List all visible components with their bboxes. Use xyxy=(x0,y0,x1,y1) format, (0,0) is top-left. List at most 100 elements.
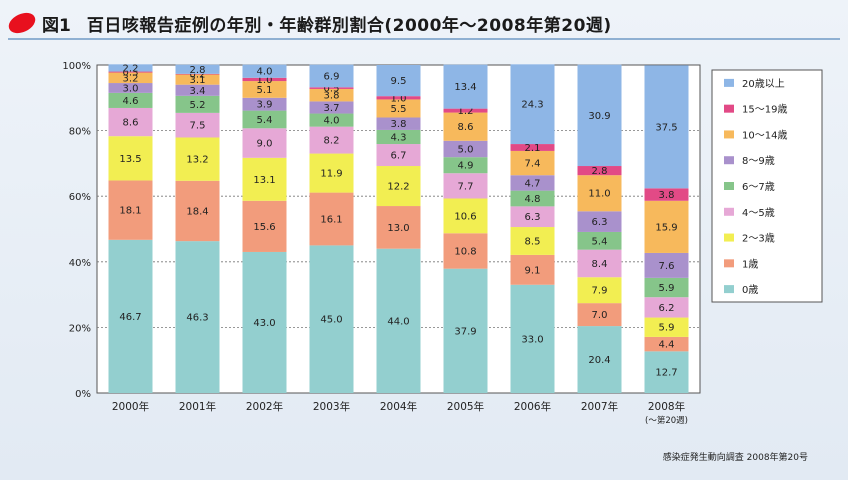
data-label: 6.2 xyxy=(659,303,675,314)
legend-swatch xyxy=(724,104,734,113)
bar-segment xyxy=(510,175,555,191)
bar-segment xyxy=(309,153,354,193)
data-label: 44.0 xyxy=(387,316,409,327)
bar-segment xyxy=(309,88,354,102)
data-label: 6.9 xyxy=(324,71,340,82)
bar-segment xyxy=(443,112,488,141)
bar-segment xyxy=(108,64,153,72)
data-label: 13.4 xyxy=(454,82,476,93)
data-label: 4.3 xyxy=(391,132,407,143)
source-note: 感染症発生動向調査 2008年第20号 xyxy=(662,453,808,463)
bar-segment xyxy=(443,233,488,269)
data-label: 5.4 xyxy=(592,236,608,247)
chart-title: 百日咳報告症例の年別・年齢群別割合(2000年〜2008年第20週) xyxy=(86,15,612,36)
data-label: 2.8 xyxy=(592,166,608,177)
legend-swatch xyxy=(724,78,734,87)
bar-segment xyxy=(108,83,153,93)
data-label: 4.4 xyxy=(659,340,675,351)
bar-segment xyxy=(175,112,220,138)
x-tick-label: 2007年 xyxy=(581,400,618,413)
bar-segment xyxy=(510,190,555,207)
data-label: 33.0 xyxy=(521,334,543,345)
legend-swatch xyxy=(724,207,734,216)
data-label: 3.8 xyxy=(324,91,340,102)
legend-swatch xyxy=(724,182,734,190)
data-label: 11.9 xyxy=(320,169,342,180)
x-tick-sublabel: (〜第20週) xyxy=(645,415,688,426)
data-label: 37.5 xyxy=(655,122,677,133)
bar-segment xyxy=(108,72,153,84)
data-label: 10.8 xyxy=(454,246,476,257)
bar-segment xyxy=(644,252,689,278)
data-label: 4.8 xyxy=(525,194,541,205)
bar-segment xyxy=(443,108,488,113)
data-label: 9.0 xyxy=(257,139,273,150)
data-label: 3.1 xyxy=(190,75,206,86)
bar-segment xyxy=(577,166,622,176)
data-label: 1.2 xyxy=(458,106,474,117)
bar-segment xyxy=(108,239,153,393)
bar-segment xyxy=(309,113,354,127)
legend-label: 15〜19歳 xyxy=(742,104,787,116)
data-label: 20.4 xyxy=(588,355,610,366)
x-tick-label: 2006年 xyxy=(514,400,551,413)
bar-segment xyxy=(510,284,555,393)
x-tick-label: 2001年 xyxy=(179,400,216,413)
data-label: 1.0 xyxy=(257,75,273,86)
data-label: 8.2 xyxy=(324,136,340,147)
bar-segment xyxy=(242,200,287,252)
bar-segment xyxy=(108,71,153,73)
data-label: 15.6 xyxy=(253,222,275,233)
legend-label: 2〜3歳 xyxy=(742,233,775,245)
data-label: 5.9 xyxy=(659,283,675,294)
data-label: 5.0 xyxy=(458,144,474,155)
bar-segment xyxy=(175,74,220,85)
data-label: 12.7 xyxy=(655,368,677,379)
bar-segment xyxy=(242,251,287,393)
figure-title: 図1 百日咳報告症例の年別・年齢群別割合(2000年〜2008年第20週) xyxy=(5,8,612,38)
data-label: 13.1 xyxy=(253,175,275,186)
data-label: 10.6 xyxy=(454,211,476,222)
data-label: 8.5 xyxy=(525,236,541,247)
bar-segment xyxy=(510,206,555,228)
bar-segment xyxy=(577,211,622,232)
data-label: 5.1 xyxy=(257,85,273,96)
bar-segment xyxy=(443,64,488,109)
data-label: 15.9 xyxy=(655,222,677,233)
data-label: 8.4 xyxy=(592,259,608,270)
bar-segment xyxy=(175,95,220,113)
data-label: 13.0 xyxy=(387,223,409,234)
figure-label: 図1 xyxy=(42,15,71,36)
data-label: 0.2 xyxy=(190,70,206,81)
bar-segment xyxy=(644,351,689,393)
bar-segment xyxy=(443,173,488,199)
bar-segment xyxy=(242,110,287,129)
bar-segment xyxy=(376,166,421,207)
data-label: 9.1 xyxy=(525,265,541,276)
bar-segment xyxy=(376,96,421,100)
data-label: 16.1 xyxy=(320,214,342,225)
y-tick-label: 60% xyxy=(69,192,91,203)
data-label: 3.7 xyxy=(324,103,340,114)
data-label: 3.8 xyxy=(659,190,675,201)
data-label: 24.3 xyxy=(521,100,543,111)
data-label: 7.6 xyxy=(659,261,675,272)
data-label: 2.2 xyxy=(123,63,139,74)
bar-segment xyxy=(510,64,555,145)
data-label: 3.2 xyxy=(123,73,139,84)
data-label: 7.5 xyxy=(190,121,206,132)
data-label: 3.0 xyxy=(123,83,139,94)
bar-segment xyxy=(309,245,354,393)
data-label: 5.2 xyxy=(190,100,206,111)
data-label: 1.0 xyxy=(391,93,407,104)
data-label: 12.2 xyxy=(387,182,409,193)
bar-segment xyxy=(309,64,354,88)
legend-label: 20歳以上 xyxy=(742,78,785,90)
data-label: 0.5 xyxy=(324,84,340,95)
bar-segment xyxy=(644,277,689,298)
data-label: 5.9 xyxy=(659,323,675,334)
legend-swatch xyxy=(724,285,734,294)
data-label: 7.0 xyxy=(592,310,608,321)
data-label: 4.0 xyxy=(257,67,273,78)
